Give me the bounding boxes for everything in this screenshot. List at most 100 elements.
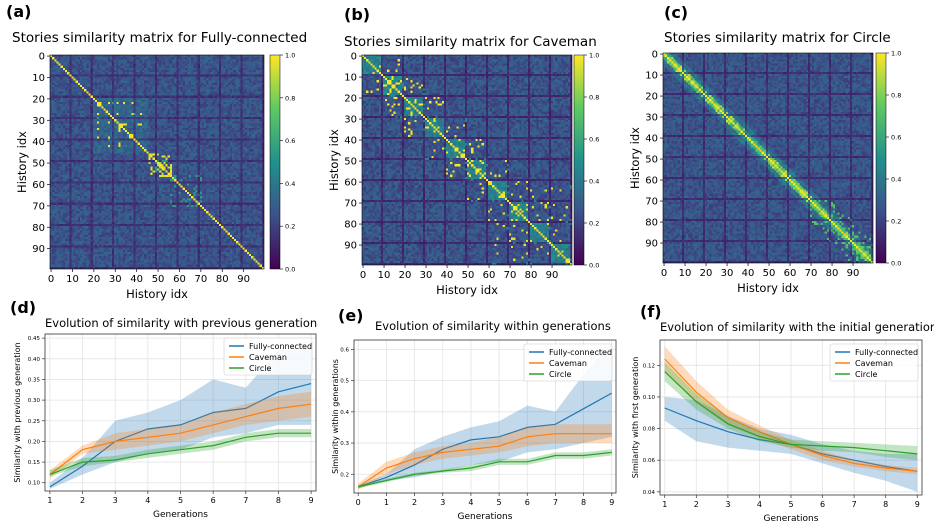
heatmap-cell [184, 123, 188, 126]
heatmap-cell [174, 78, 177, 81]
heatmap-cell [189, 74, 192, 77]
heatmap-cell [167, 142, 170, 145]
heatmap-cell [56, 144, 59, 148]
heatmap-cell [210, 140, 213, 143]
heatmap-cell [169, 134, 173, 137]
heatmap-cell [212, 149, 215, 152]
heatmap-cell [199, 104, 202, 107]
heatmap-cell [114, 153, 117, 156]
heatmap-cell [86, 159, 89, 163]
heatmap-cell [236, 142, 239, 145]
heatmap-cell [79, 123, 83, 126]
heatmap-cell [174, 147, 177, 150]
heatmap-cell [206, 140, 209, 143]
heatmap-cell [77, 119, 81, 122]
heatmap-cell [77, 125, 81, 128]
heatmap-cell [54, 136, 57, 139]
heatmap-cell [105, 136, 108, 139]
heatmap-cell [88, 117, 91, 120]
heatmap-cell [114, 123, 117, 126]
heatmap-cell [189, 159, 192, 163]
heatmap-cell [69, 91, 72, 94]
heatmap-cell [86, 108, 89, 111]
heatmap-cell [229, 132, 232, 135]
heatmap-cell [150, 61, 153, 64]
heatmap-cell [249, 132, 252, 135]
heatmap-cell [120, 134, 123, 137]
heatmap-cell [103, 129, 106, 133]
heatmap-cell [73, 108, 76, 111]
heatmap-cell [90, 57, 93, 60]
heatmap-cell [157, 106, 160, 109]
heatmap-cell [234, 121, 237, 124]
heatmap-cell [69, 93, 72, 96]
heatmap-cell [186, 144, 190, 148]
heatmap-cell [195, 144, 198, 148]
heatmap-cell [120, 125, 123, 128]
heatmap-cell [52, 63, 55, 66]
heatmap-cell [82, 76, 85, 79]
heatmap-cell [223, 55, 226, 58]
heatmap-cell [165, 74, 168, 77]
heatmap-cell [73, 129, 76, 133]
heatmap-cell [201, 138, 205, 141]
heatmap-cell [229, 147, 232, 150]
heatmap-cell [229, 87, 232, 90]
heatmap-cell [50, 110, 53, 113]
heatmap-cell [67, 110, 70, 113]
heatmap-cell [244, 55, 247, 58]
heatmap-cell [152, 63, 155, 66]
heatmap-cell [124, 84, 128, 88]
heatmap-cell [257, 138, 260, 141]
heatmap-cell [236, 95, 239, 98]
heatmap-cell [75, 63, 78, 66]
heatmap-cell [73, 114, 76, 118]
heatmap-cell [84, 151, 87, 154]
heatmap-cell [101, 57, 104, 60]
heatmap-cell [163, 140, 166, 143]
heatmap-cell [129, 121, 132, 124]
heatmap-cell [109, 93, 113, 96]
heatmap-cell [182, 149, 185, 152]
heatmap-cell [112, 93, 115, 96]
heatmap-cell [82, 63, 85, 66]
heatmap-cell [169, 82, 173, 86]
heatmap-cell [56, 106, 59, 109]
heatmap-cell [56, 87, 59, 90]
heatmap-cell [169, 59, 173, 62]
heatmap-cell [199, 59, 202, 62]
heatmap-cell [171, 119, 175, 122]
heatmap-cell [64, 95, 68, 98]
heatmap-cell [144, 142, 147, 145]
heatmap-cell [94, 69, 98, 73]
heatmap-cell [216, 119, 220, 122]
heatmap-cell [219, 84, 222, 88]
heatmap-cell [94, 123, 98, 126]
heatmap-cell [161, 93, 164, 96]
heatmap-cell [122, 65, 125, 68]
heatmap-cell [77, 80, 81, 83]
heatmap-cell [167, 117, 170, 120]
heatmap-cell [135, 132, 138, 135]
heatmap-cell [246, 89, 250, 92]
heatmap-cell [105, 149, 108, 152]
heatmap-cell [216, 108, 220, 111]
heatmap-cell [191, 114, 194, 118]
heatmap-cell [150, 144, 153, 148]
heatmap-cell [62, 157, 66, 160]
heatmap-cell [257, 112, 260, 115]
heatmap-cell [124, 114, 128, 118]
heatmap-cell [120, 147, 123, 150]
heatmap-cell [189, 69, 192, 73]
heatmap-cell [257, 142, 260, 145]
heatmap-cell [249, 82, 252, 86]
heatmap-cell [109, 132, 113, 135]
heatmap-cell [105, 127, 108, 130]
heatmap-cell [144, 93, 147, 96]
heatmap-cell [62, 132, 66, 135]
heatmap-cell [208, 140, 211, 143]
heatmap-cell [184, 67, 188, 71]
heatmap-cell [84, 157, 87, 160]
heatmap-cell [77, 65, 81, 68]
heatmap-cell [75, 153, 78, 156]
